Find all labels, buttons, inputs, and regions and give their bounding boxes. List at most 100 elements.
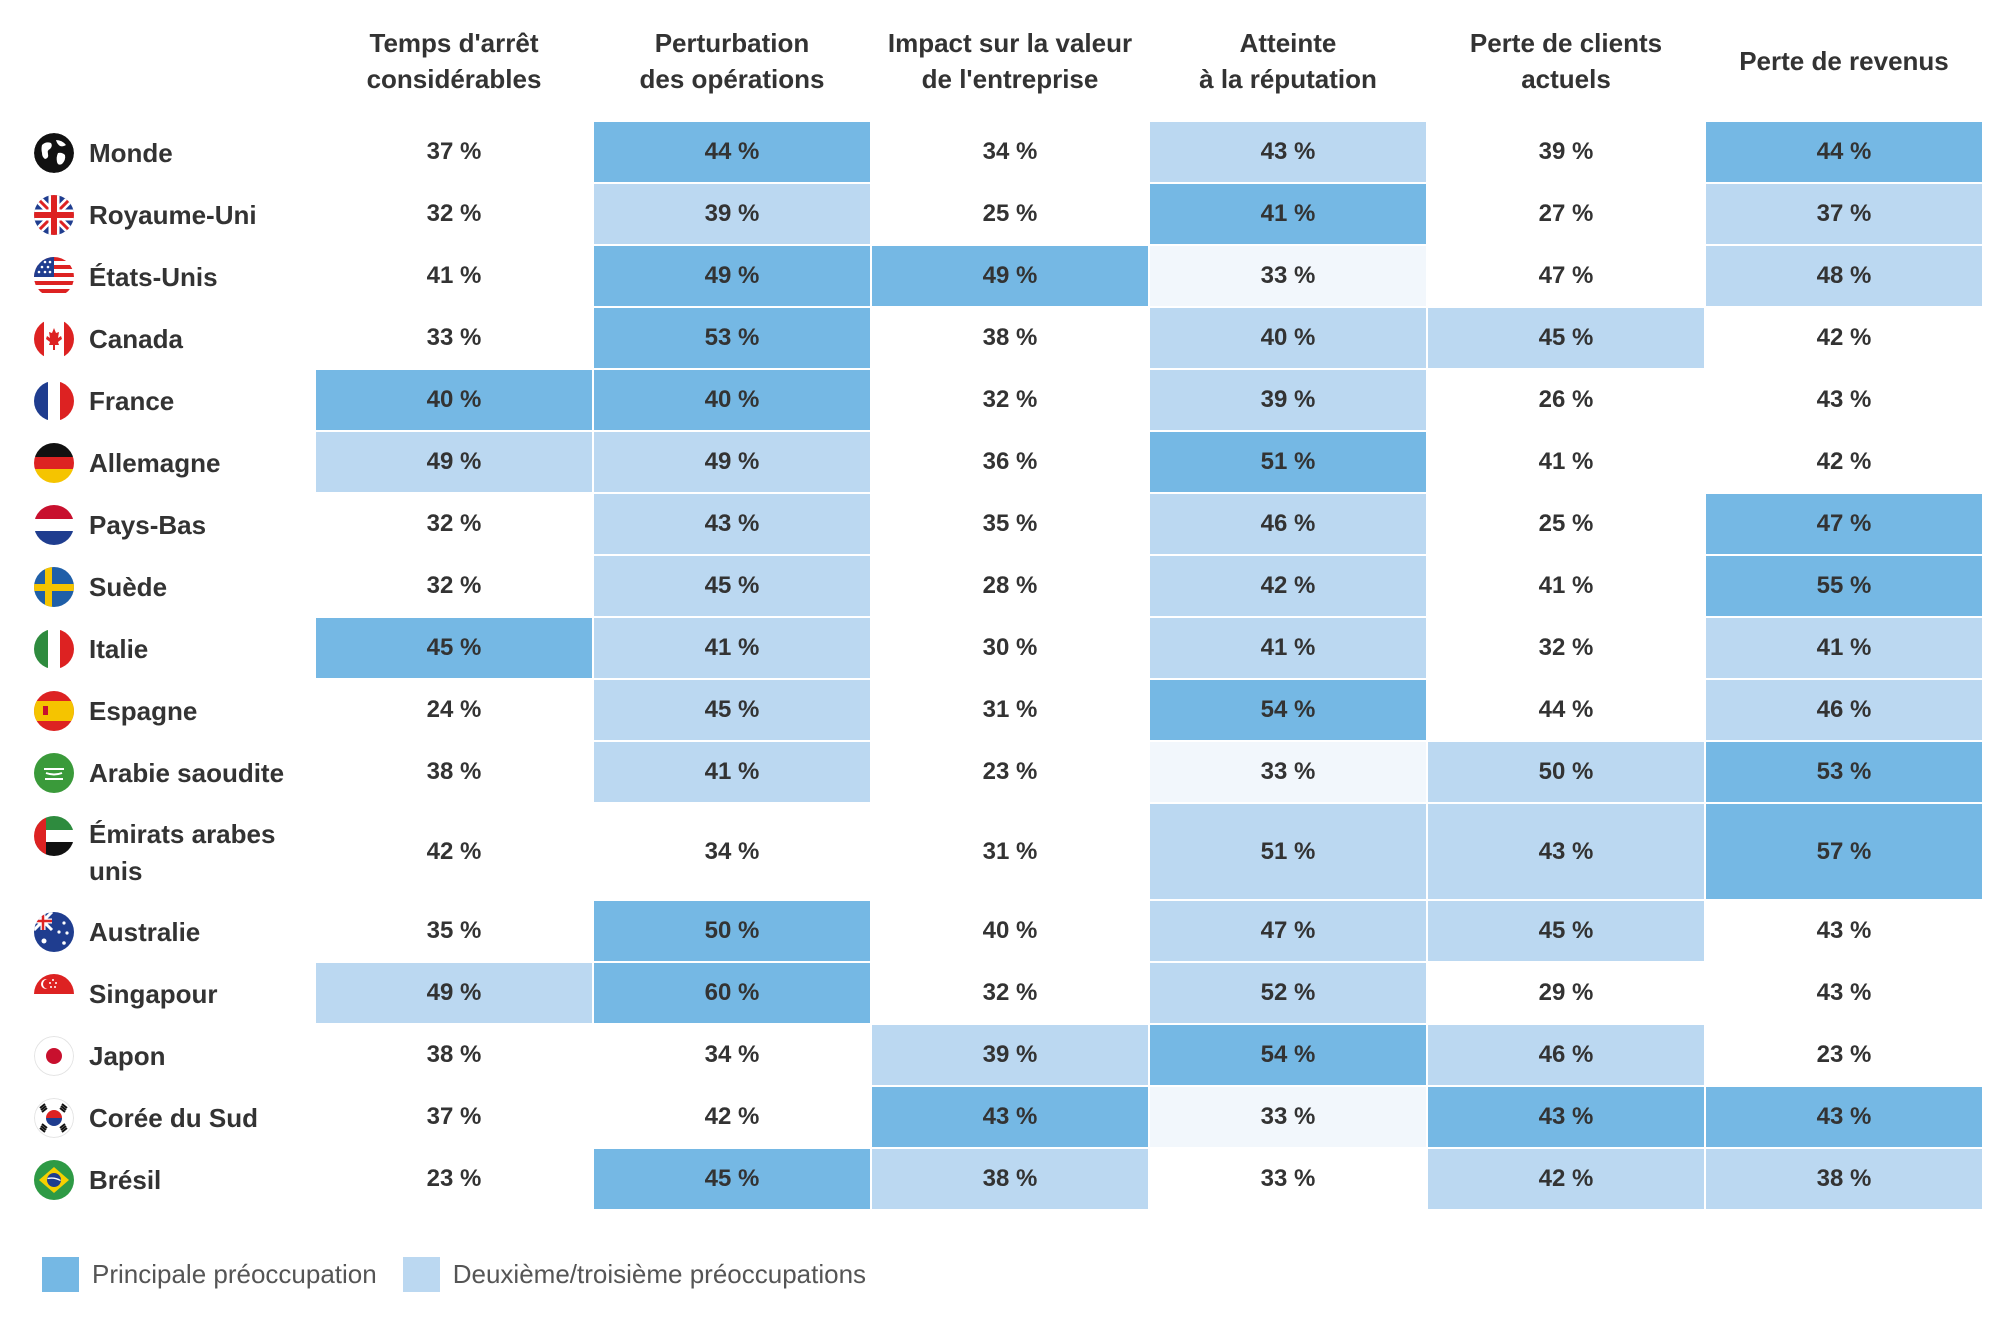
value-cell-operations: 49 % <box>594 432 870 492</box>
value-cell-revenue-loss: 43 % <box>1816 386 1872 413</box>
country-allemagne: Allemagne <box>34 432 316 494</box>
value-cell-downtime: 24 % <box>426 696 482 723</box>
value-cell-business-value: 39 % <box>872 1025 1148 1085</box>
table-row: Arabie saoudite 38 % 41 % 23 % 33 % 50 % 53 % <box>34 742 1984 804</box>
country-etats-unis: États-Unis <box>34 246 316 308</box>
japan-flag-icon <box>34 1036 74 1076</box>
value-cell-operations: 50 % <box>594 901 870 961</box>
country-france: France <box>34 370 316 432</box>
value-cell-business-value: 36 % <box>982 448 1038 475</box>
value-cell-customer-loss: 42 % <box>1428 1149 1704 1209</box>
country-name: Arabie saoudite <box>89 757 285 788</box>
value-cell-business-value: 34 % <box>982 138 1038 165</box>
table-body: Monde 37 % 44 % 34 % 43 % 39 % 44 % Royaume-Uni… <box>34 122 1984 1211</box>
value-cell-customer-loss: 47 % <box>1538 262 1594 289</box>
country-name: Suède <box>89 571 168 602</box>
country-suede: Suède <box>34 556 316 618</box>
value-cell-business-value: 35 % <box>982 510 1038 537</box>
value-cell-customer-loss: 45 % <box>1428 901 1704 961</box>
value-cell-downtime: 45 % <box>316 618 592 678</box>
value-cell-downtime: 33 % <box>426 324 482 351</box>
australia-flag-icon <box>34 912 74 952</box>
value-cell-reputation: 40 % <box>1150 308 1426 368</box>
concern-matrix: Temps d'arrêt considérables Perturbation… <box>34 0 1984 1211</box>
value-cell-customer-loss: 27 % <box>1538 200 1594 227</box>
country-emirats-arabes-unis: Émirats arabes unis <box>34 804 316 901</box>
value-cell-revenue-loss: 42 % <box>1816 448 1872 475</box>
value-cell-customer-loss: 43 % <box>1428 1087 1704 1147</box>
table-row: Suède 32 % 45 % 28 % 42 % 41 % 55 % <box>34 556 1984 618</box>
legend-item-secondary: Deuxième/troisième préoccupations <box>402 1257 866 1292</box>
country-coree-du-sud: Corée du Sud <box>34 1087 316 1149</box>
netherlands-flag-icon <box>34 505 74 545</box>
value-cell-business-value: 38 % <box>872 1149 1148 1209</box>
value-cell-downtime: 37 % <box>426 138 482 165</box>
table-row: Espagne 24 % 45 % 31 % 54 % 44 % 46 % <box>34 680 1984 742</box>
value-cell-business-value: 40 % <box>982 917 1038 944</box>
country-name: États-Unis <box>89 261 218 292</box>
column-header-business-value: Impact sur la valeur de l'entreprise <box>887 28 1133 94</box>
singapore-flag-icon <box>34 974 74 1014</box>
value-cell-operations: 60 % <box>594 963 870 1023</box>
sweden-flag-icon <box>34 567 74 607</box>
value-cell-revenue-loss: 46 % <box>1706 680 1982 740</box>
column-header-reputation: Atteinte à la réputation <box>1199 28 1377 94</box>
country-name: Singapour <box>89 978 218 1009</box>
value-cell-operations: 41 % <box>594 742 870 802</box>
country-name: Espagne <box>89 695 198 726</box>
france-flag-icon <box>34 381 74 421</box>
table-row: Corée du Sud 37 % 42 % 43 % 33 % 43 % 43 % <box>34 1087 1984 1149</box>
value-cell-operations: 45 % <box>594 680 870 740</box>
value-cell-revenue-loss: 48 % <box>1706 246 1982 306</box>
south-korea-flag-icon <box>34 1098 74 1138</box>
value-cell-reputation: 51 % <box>1150 432 1426 492</box>
value-cell-business-value: 38 % <box>982 324 1038 351</box>
value-cell-customer-loss: 39 % <box>1538 138 1594 165</box>
country-canada: Canada <box>34 308 316 370</box>
value-cell-operations: 39 % <box>594 184 870 244</box>
country-name: Australie <box>89 916 201 947</box>
column-header-operations: Perturbation des opérations <box>639 28 825 94</box>
value-cell-revenue-loss: 53 % <box>1706 742 1982 802</box>
country-name: Monde <box>89 137 173 168</box>
country-name: Canada <box>89 323 183 354</box>
country-arabie-saoudite: Arabie saoudite <box>34 742 316 804</box>
column-header-customer-loss: Perte de clients actuels <box>1469 28 1663 94</box>
value-cell-operations: 40 % <box>594 370 870 430</box>
table-row: Singapour 49 % 60 % 32 % 52 % 29 % 43 % <box>34 963 1984 1025</box>
country-name: France <box>89 385 175 416</box>
table-row: Australie 35 % 50 % 40 % 47 % 45 % 43 % <box>34 901 1984 963</box>
value-cell-operations: 34 % <box>704 837 760 865</box>
value-cell-business-value: 32 % <box>982 386 1038 413</box>
country-name: Allemagne <box>89 447 221 478</box>
country-japon: Japon <box>34 1025 316 1087</box>
value-cell-operations: 34 % <box>704 1041 760 1068</box>
value-cell-downtime: 37 % <box>426 1103 482 1130</box>
value-cell-business-value: 32 % <box>982 979 1038 1006</box>
value-cell-customer-loss: 50 % <box>1428 742 1704 802</box>
value-cell-downtime: 32 % <box>426 572 482 599</box>
value-cell-reputation: 51 % <box>1150 804 1426 899</box>
value-cell-business-value: 43 % <box>872 1087 1148 1147</box>
value-cell-operations: 45 % <box>594 1149 870 1209</box>
value-cell-revenue-loss: 43 % <box>1816 917 1872 944</box>
value-cell-reputation: 41 % <box>1150 618 1426 678</box>
value-cell-revenue-loss: 43 % <box>1706 1087 1982 1147</box>
globe-icon <box>34 133 74 173</box>
value-cell-reputation: 33 % <box>1150 246 1426 306</box>
value-cell-revenue-loss: 37 % <box>1706 184 1982 244</box>
value-cell-revenue-loss: 42 % <box>1816 324 1872 351</box>
value-cell-downtime: 35 % <box>426 917 482 944</box>
table-row: Japon 38 % 34 % 39 % 54 % 46 % 23 % <box>34 1025 1984 1087</box>
spain-flag-icon <box>34 691 74 731</box>
country-name: Royaume-Uni <box>89 199 257 230</box>
table-row: Italie 45 % 41 % 30 % 41 % 32 % 41 % <box>34 618 1984 680</box>
value-cell-reputation: 33 % <box>1260 1165 1316 1192</box>
germany-flag-icon <box>34 443 74 483</box>
value-cell-reputation: 54 % <box>1150 1025 1426 1085</box>
table-row: France 40 % 40 % 32 % 39 % 26 % 43 % <box>34 370 1984 432</box>
value-cell-downtime: 32 % <box>426 200 482 227</box>
country-espagne: Espagne <box>34 680 316 742</box>
column-header-row: Temps d'arrêt considérables Perturbation… <box>34 0 1984 122</box>
value-cell-revenue-loss: 57 % <box>1706 804 1982 899</box>
